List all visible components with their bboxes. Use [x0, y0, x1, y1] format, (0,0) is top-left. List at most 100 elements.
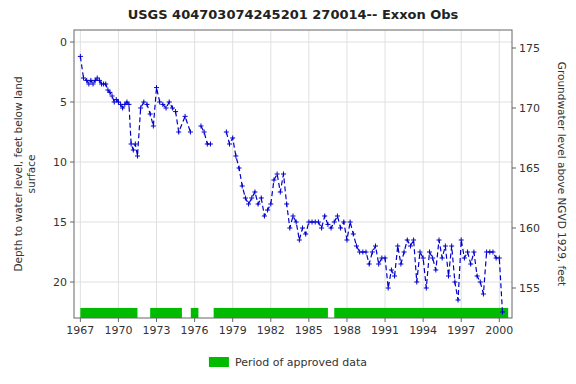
series-marker — [395, 244, 400, 249]
y-axis: 05101520 — [53, 36, 74, 289]
series-marker — [437, 238, 442, 243]
grid-line-y — [74, 162, 512, 163]
grid-line-x — [308, 30, 309, 318]
series-marker — [154, 85, 159, 90]
plot-frame — [74, 30, 512, 318]
series-marker — [348, 220, 353, 225]
series-marker — [160, 102, 165, 107]
x-tick-label: 1976 — [181, 324, 209, 337]
y2-tick-label: 160 — [519, 222, 540, 235]
series-marker — [481, 292, 486, 297]
x-tick-label: 1973 — [143, 324, 171, 337]
series-marker — [176, 130, 181, 135]
series-marker — [287, 226, 292, 231]
grid — [74, 30, 512, 318]
series-marker — [300, 226, 305, 231]
grid-line-x — [80, 30, 81, 318]
series-marker — [341, 220, 346, 225]
series-marker — [335, 214, 340, 219]
series-marker — [281, 172, 286, 177]
series-marker — [135, 154, 140, 159]
y-tick — [70, 42, 74, 43]
series-marker — [265, 208, 270, 213]
grid-line-x — [499, 30, 500, 318]
series-marker — [329, 226, 334, 231]
series-marker — [202, 130, 207, 135]
series-marker — [141, 100, 146, 105]
x-tick — [308, 318, 309, 322]
series-marker — [468, 262, 473, 267]
series-marker — [188, 130, 193, 135]
series-marker — [233, 154, 238, 159]
series-marker — [325, 222, 330, 227]
series-marker — [459, 238, 464, 243]
grid-line-x — [118, 30, 119, 318]
y-tick-label: 5 — [60, 96, 67, 109]
x-tick-label: 1979 — [219, 324, 247, 337]
series-marker — [275, 172, 280, 177]
series-marker — [78, 54, 83, 59]
legend-swatch — [209, 357, 229, 367]
x-tick-label: 1985 — [295, 324, 323, 337]
y-tick-label: 15 — [53, 216, 67, 229]
x-tick-label: 2000 — [485, 324, 513, 337]
approved-period — [150, 308, 182, 318]
series-marker — [246, 202, 251, 207]
grid-line-x — [423, 30, 424, 318]
series-marker — [103, 82, 108, 87]
grid-line-y — [74, 222, 512, 223]
series-marker — [303, 232, 308, 237]
x-tick — [270, 318, 271, 322]
x-tick-label: 1994 — [409, 324, 437, 337]
series-marker — [408, 244, 413, 249]
approved-period — [80, 308, 137, 318]
x-tick-label: 1991 — [371, 324, 399, 337]
series-marker — [256, 202, 261, 207]
series-marker — [424, 286, 429, 291]
series-marker — [478, 280, 483, 285]
legend-label: Period of approved data — [235, 356, 367, 369]
y-axis-label-line: Depth to water level, feet below land — [12, 76, 24, 271]
series-marker — [271, 178, 276, 183]
series-marker — [249, 196, 254, 201]
series-marker — [449, 244, 454, 249]
series-marker — [354, 244, 359, 249]
x-tick — [385, 318, 386, 322]
approved-period — [191, 308, 199, 318]
series-marker — [259, 196, 264, 201]
series-marker — [164, 106, 169, 111]
plot-data — [78, 54, 508, 318]
series-marker — [319, 226, 324, 231]
x-tick — [499, 318, 500, 322]
series-marker — [131, 148, 136, 153]
y2-tick — [512, 108, 516, 109]
series-marker — [262, 214, 267, 219]
chart: 1967197019731976197919821985198819911994… — [0, 0, 576, 384]
series-marker — [81, 76, 86, 81]
y2-tick — [512, 48, 516, 49]
series-marker — [389, 268, 394, 273]
background — [0, 0, 576, 384]
series-marker — [167, 100, 172, 105]
series-marker — [367, 262, 372, 267]
legend: Period of approved data — [209, 356, 367, 369]
x-tick — [461, 318, 462, 322]
series-marker — [500, 310, 505, 315]
series-marker — [497, 256, 502, 261]
series-marker — [427, 250, 432, 255]
series-marker — [490, 250, 495, 255]
grid-line-x — [385, 30, 386, 318]
series-marker — [405, 238, 410, 243]
grid-line-y — [74, 42, 512, 43]
x-tick — [346, 318, 347, 322]
series-marker — [465, 250, 470, 255]
series-marker — [430, 256, 435, 261]
series-marker — [208, 142, 213, 147]
series-marker — [138, 106, 143, 111]
y-axis-label-line: surface — [25, 155, 37, 194]
series-marker — [278, 190, 283, 195]
series-marker — [370, 250, 375, 255]
series-marker — [351, 232, 356, 237]
x-tick — [80, 318, 81, 322]
series-marker — [151, 124, 156, 129]
